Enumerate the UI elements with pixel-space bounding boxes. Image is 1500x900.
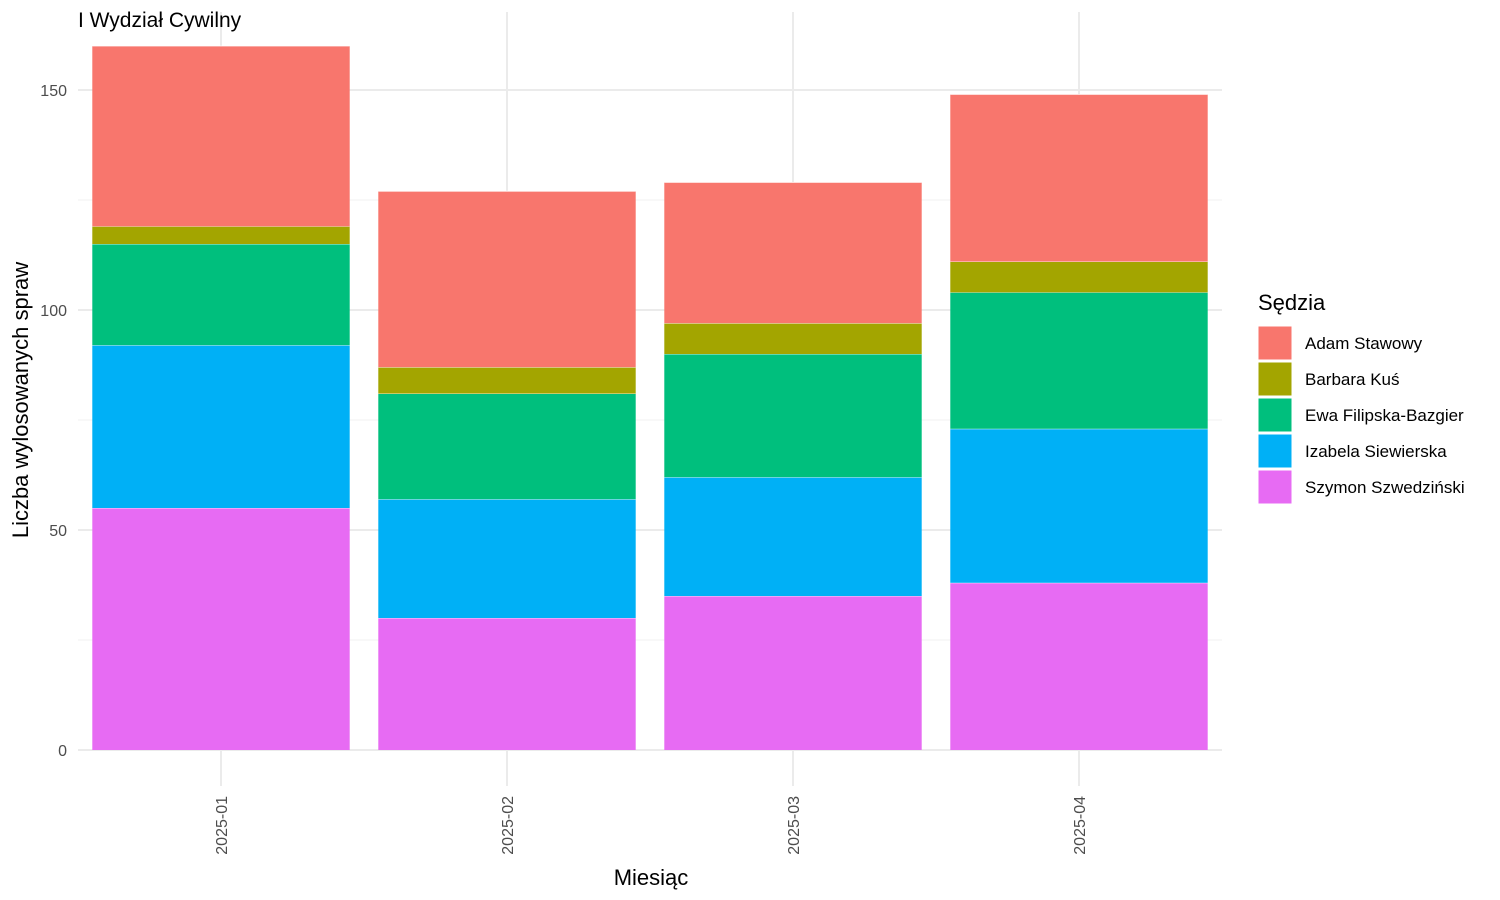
legend-swatch bbox=[1257, 469, 1293, 505]
bar-segment bbox=[664, 596, 922, 750]
bar-segment bbox=[92, 46, 350, 227]
bar-segment bbox=[664, 182, 922, 324]
bars bbox=[92, 45, 1208, 750]
y-tick-label: 150 bbox=[40, 83, 67, 100]
legend-title: Sędzia bbox=[1258, 290, 1326, 315]
legend-item-label: Szymon Szwedziński bbox=[1305, 478, 1465, 497]
x-tick-label: 2025-02 bbox=[500, 796, 517, 855]
legend-swatch bbox=[1257, 397, 1293, 433]
legend-item-label: Izabela Siewierska bbox=[1305, 442, 1447, 461]
bar-segment bbox=[950, 261, 1208, 293]
bar-segment bbox=[378, 367, 636, 394]
chart-title: I Wydział Cywilny bbox=[78, 9, 242, 32]
x-tick-label: 2025-03 bbox=[786, 796, 803, 855]
y-axis-title: Liczba wylosowanych spraw bbox=[8, 262, 33, 538]
bar-segment bbox=[378, 499, 636, 618]
y-axis-ticks: 0 50 100 150 bbox=[40, 83, 67, 760]
legend: Sędzia Adam Stawowy Barbara Kuś Ewa Filips… bbox=[1257, 290, 1465, 505]
x-axis-ticks: 2025-01 2025-02 2025-03 2025-04 bbox=[214, 796, 1089, 855]
y-tick-label: 0 bbox=[58, 743, 67, 760]
bar-segment bbox=[92, 508, 350, 750]
bar-segment bbox=[950, 582, 1208, 750]
bar-segment bbox=[92, 244, 350, 346]
legend-swatch bbox=[1257, 361, 1293, 397]
x-tick-label: 2025-04 bbox=[1072, 796, 1089, 855]
bar-segment bbox=[664, 354, 922, 478]
legend-item-label: Adam Stawowy bbox=[1305, 334, 1423, 353]
bar-segment bbox=[378, 393, 636, 500]
x-axis-title: Miesiąc bbox=[614, 865, 689, 890]
legend-swatch bbox=[1257, 433, 1293, 469]
bar-segment bbox=[92, 345, 350, 508]
bar-segment bbox=[664, 477, 922, 596]
legend-item-label: Ewa Filipska-Bazgier bbox=[1305, 406, 1464, 425]
bar-segment bbox=[378, 191, 636, 368]
legend-swatch bbox=[1257, 325, 1293, 361]
bar-segment bbox=[664, 323, 922, 354]
y-tick-label: 50 bbox=[49, 523, 67, 540]
bar-segment bbox=[92, 226, 350, 244]
bar-segment bbox=[950, 94, 1208, 262]
x-tick-label: 2025-01 bbox=[214, 796, 231, 855]
bar-segment bbox=[950, 292, 1208, 429]
legend-item-label: Barbara Kuś bbox=[1305, 370, 1400, 389]
bar-segment bbox=[378, 618, 636, 750]
bar-segment bbox=[950, 428, 1208, 583]
y-tick-label: 100 bbox=[40, 303, 67, 320]
